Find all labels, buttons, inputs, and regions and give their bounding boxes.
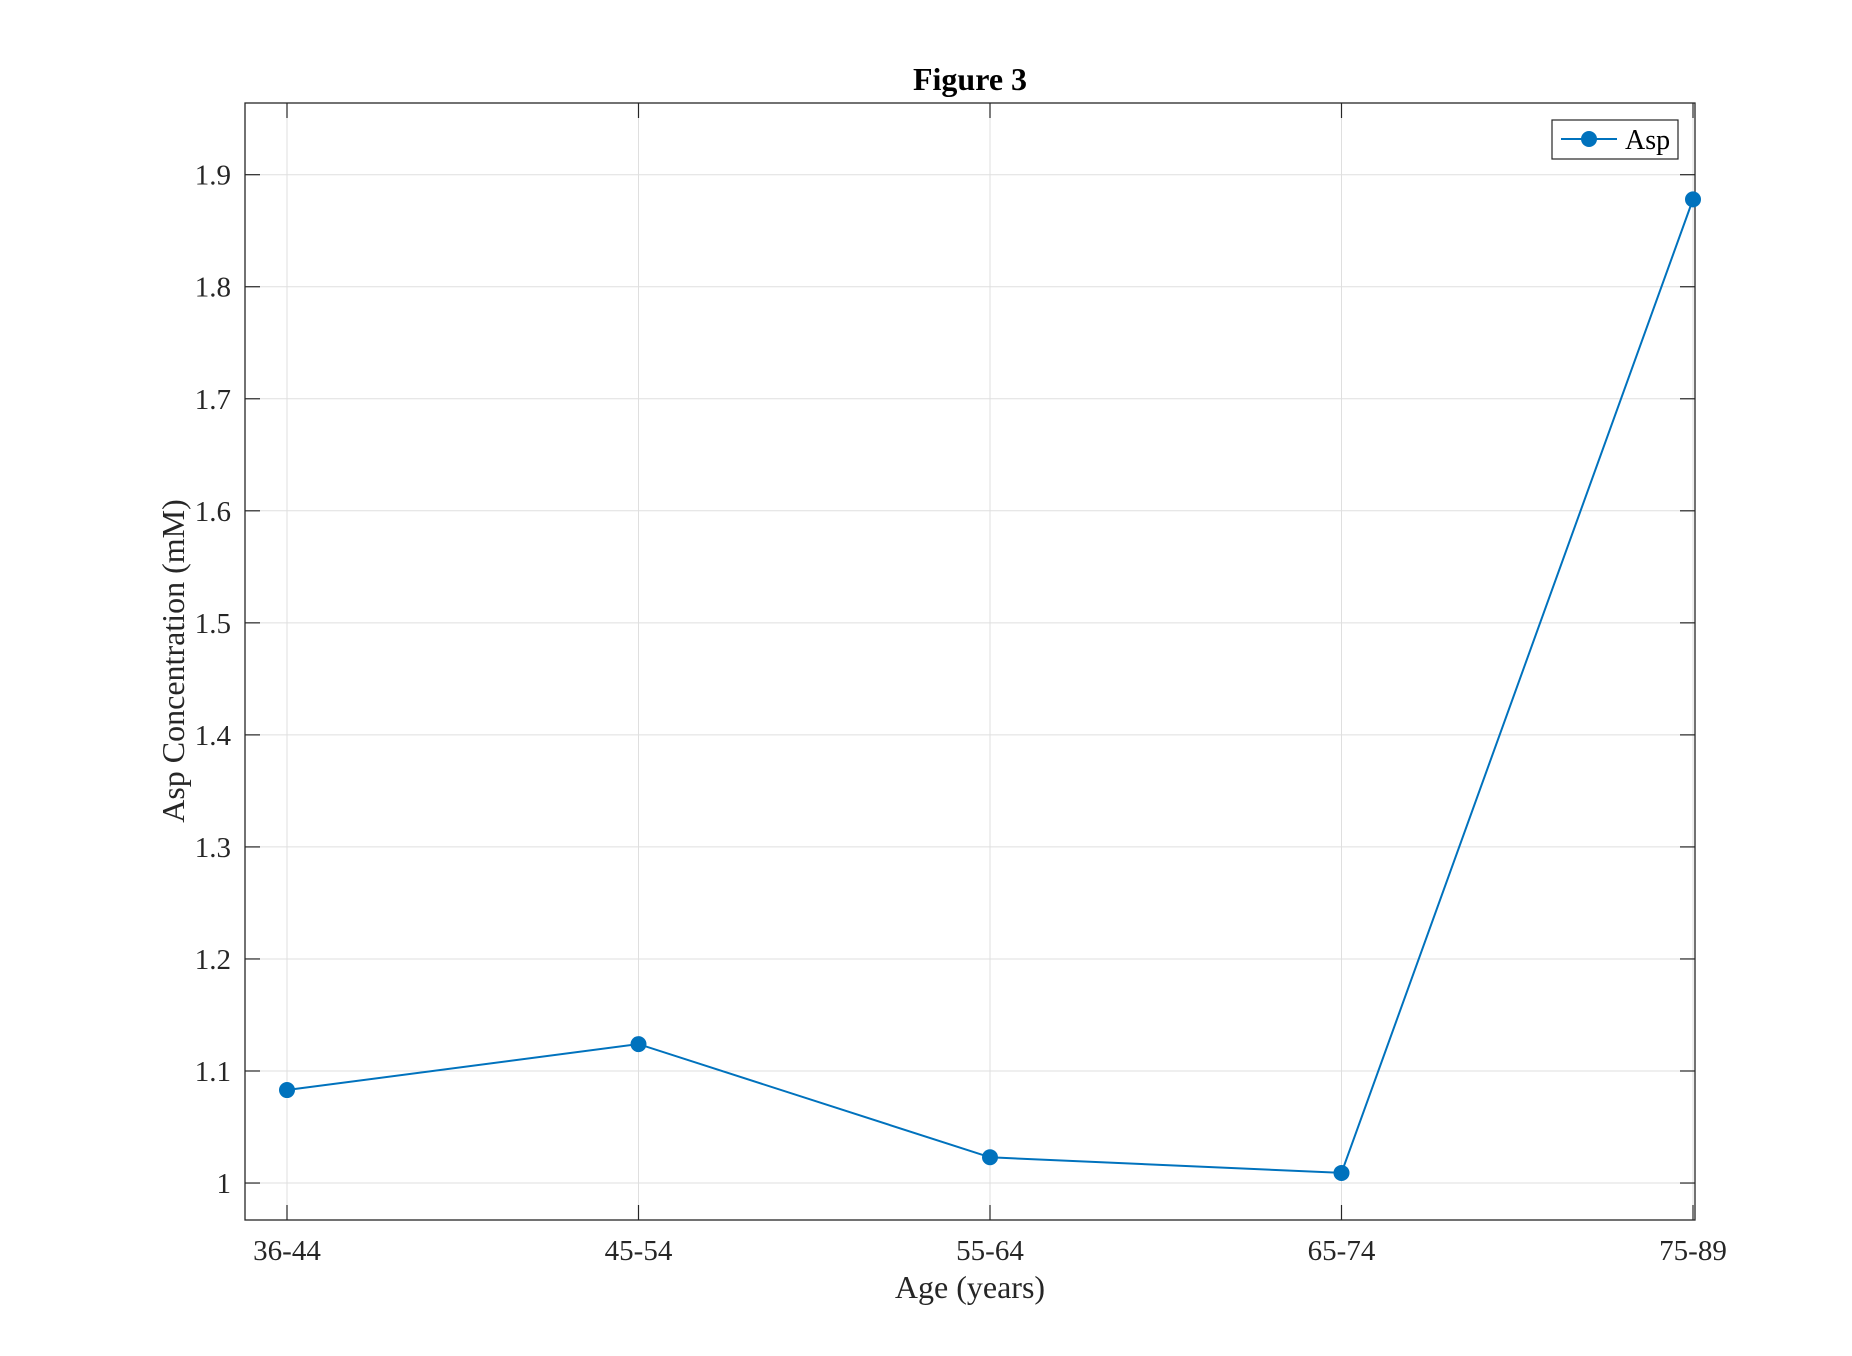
x-axis-label: Age (years) [895,1269,1045,1305]
y-tick-label: 1 [217,1168,232,1200]
y-tick-label: 1.6 [195,496,231,528]
x-tick-label: 75-89 [1659,1235,1727,1267]
y-tick-label: 1.5 [195,608,231,640]
axis-ticks [245,103,1695,1220]
x-tick-label: 55-64 [956,1235,1024,1267]
chart-title: Figure 3 [913,61,1027,97]
data-point-asp [1685,191,1701,208]
series-asp [279,191,1701,1181]
y-tick-label: 1.1 [195,1056,231,1088]
y-tick-label: 1.3 [195,832,231,864]
y-tick-label: 1.4 [195,720,232,752]
y-tick-labels: 1 1.1 1.2 1.3 1.4 1.5 1.6 1.7 1.8 1.9 [195,160,232,1200]
y-tick-label: 1.9 [195,160,231,192]
axes-box [244,102,1696,1221]
legend: Asp [1551,119,1679,160]
y-tick-label: 1.2 [195,944,231,976]
data-point-asp [1333,1164,1350,1181]
x-tick-label: 65-74 [1308,1235,1376,1267]
plot-area [245,103,1695,1220]
data-point-asp [630,1036,647,1053]
data-point-asp [982,1149,998,1166]
y-axis-label: Asp Concentration (mM) [155,499,191,823]
data-point-asp [279,1082,295,1099]
x-tick-label: 45-54 [605,1235,673,1267]
x-tick-label: 36-44 [253,1235,321,1267]
legend-marker [1581,131,1597,147]
y-tick-label: 1.8 [195,272,231,304]
x-tick-labels: 36-44 45-54 55-64 65-74 75-89 [253,1235,1727,1267]
grid-lines [245,103,1695,1220]
y-tick-label: 1.7 [195,384,231,416]
legend-label-asp: Asp [1625,125,1670,156]
